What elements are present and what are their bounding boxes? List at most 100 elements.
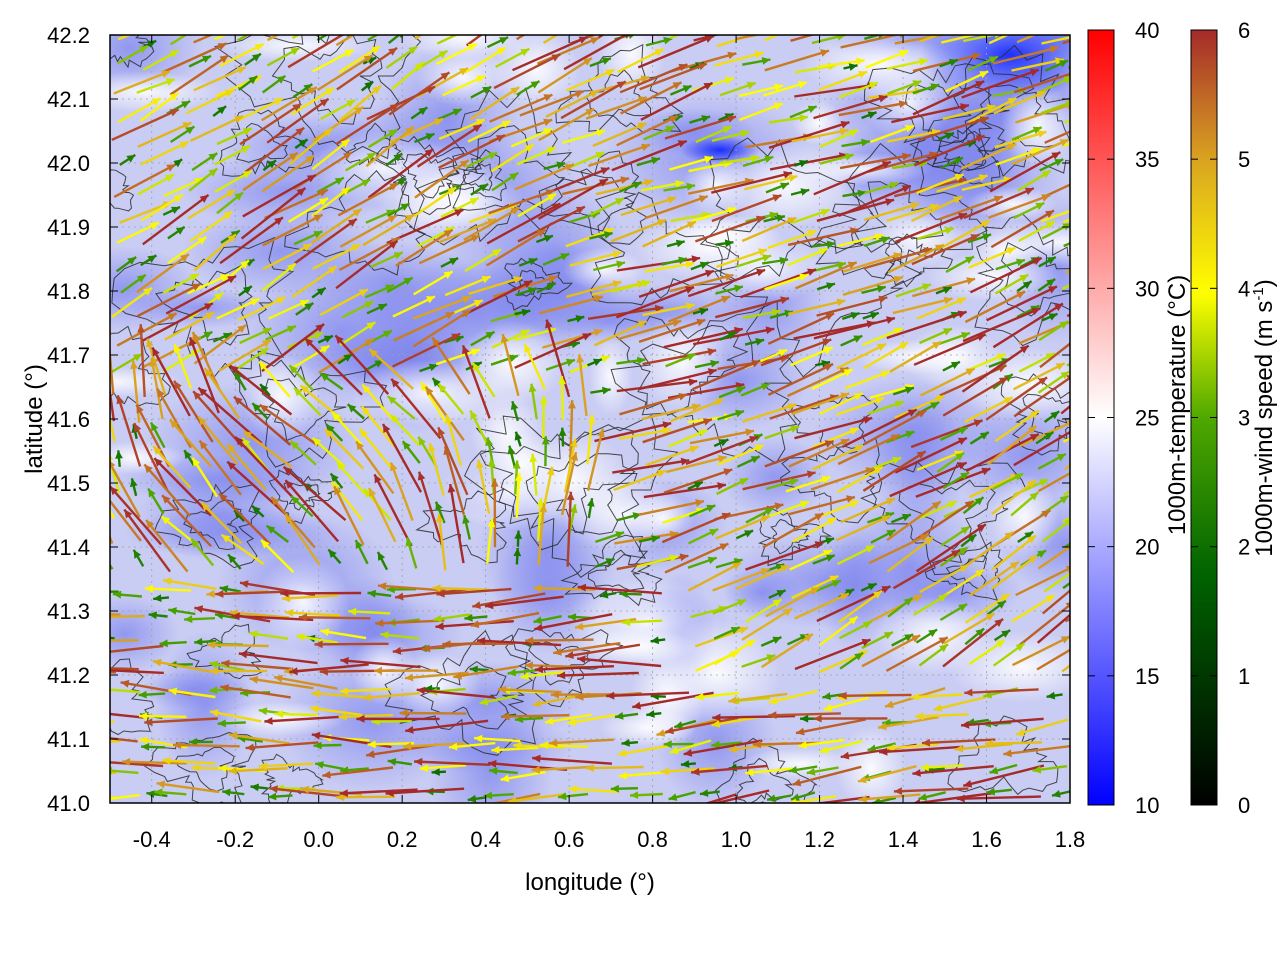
wind-vector-shaft [910, 693, 963, 699]
wind-vector-head [974, 497, 984, 506]
wind-vector-shaft [323, 428, 365, 470]
wind-vector-head [768, 711, 777, 719]
y-tick-label: 41.6 [47, 407, 90, 432]
wind-vector-shaft [538, 107, 595, 142]
wind-vector-shaft [842, 276, 904, 296]
wind-vector-head [482, 86, 492, 95]
wind-vector-head [933, 704, 943, 712]
wind-vector-head [532, 754, 541, 763]
wind-vector-shaft [1015, 566, 1070, 597]
wind-vector-shaft [964, 396, 1014, 424]
wind-vector-head [1065, 17, 1074, 24]
wind-vector-head [699, 261, 709, 270]
wind-vector-shaft [615, 285, 695, 319]
wind-vector-head [250, 298, 260, 306]
wind-vector-shaft [417, 471, 444, 546]
wind-vector-head [241, 145, 251, 154]
terrain-contour [415, 488, 507, 564]
wind-vector-head [995, 640, 1005, 648]
wind-vector-head [205, 312, 215, 320]
wind-vector-head [644, 178, 654, 187]
wind-vector-head [513, 741, 522, 750]
wind-vector-head [500, 774, 510, 783]
wind-vector-shaft [289, 663, 369, 674]
wind-vector-head [175, 226, 185, 235]
wind-vector-shaft [887, 243, 945, 274]
wind-vector-head [209, 660, 219, 669]
wind-vector-head [950, 361, 960, 369]
wind-vector-shaft [911, 233, 980, 266]
wind-vector-head [762, 254, 772, 262]
wind-vector-head [939, 644, 948, 653]
wind-vector-head [361, 179, 371, 187]
terrain-contour [863, 63, 1035, 175]
wind-vector-head [375, 619, 384, 628]
wind-vector-shaft [189, 210, 233, 243]
wind-vector-head [1001, 630, 1011, 638]
wind-vector-head [144, 584, 154, 593]
x-tick-label: -0.4 [133, 827, 171, 852]
wind-vector-head [678, 63, 688, 72]
wind-vector-head [641, 143, 650, 152]
wind-vector-head [1032, 257, 1042, 265]
wind-vector-shaft [311, 105, 365, 143]
wind-vector-head [617, 749, 627, 757]
wind-vector-head [1041, 194, 1051, 202]
wind-vector-head [699, 789, 709, 797]
wind-vector-head [596, 129, 606, 137]
wind-vector-head [918, 793, 928, 801]
wind-vector-shaft [768, 689, 818, 704]
wind-vector-shaft [1016, 35, 1038, 44]
wind-vector-shaft [110, 644, 164, 653]
wind-vector-shaft [164, 311, 215, 341]
wind-vector-shaft [836, 342, 887, 370]
wind-vector-shaft [889, 340, 942, 373]
warm-patch [681, 155, 752, 216]
wind-vector-head [975, 628, 985, 637]
wind-vector-shaft [577, 585, 662, 595]
wind-vector-head [605, 558, 615, 566]
wind-vector-head [873, 466, 883, 475]
wind-vector-shaft [938, 195, 1004, 221]
wind-vector-head [491, 745, 500, 754]
wind-vector-head [442, 640, 451, 648]
wind-vector-shaft [760, 632, 814, 669]
wind-vector-shaft [941, 568, 985, 599]
wind-vector-head [219, 493, 228, 502]
wind-vector-head [1054, 159, 1064, 167]
wind-vector-head [217, 719, 226, 728]
wind-vector-shaft [641, 404, 701, 421]
wind-vector-head [682, 85, 692, 93]
wind-vector-head [206, 590, 215, 598]
wind-vector-shaft [140, 140, 190, 166]
wind-vector-head [116, 395, 124, 405]
wind-vector-shaft [687, 268, 766, 298]
wind-vector-head [146, 520, 155, 529]
wind-vector-head [219, 55, 229, 64]
wind-vector-head [632, 181, 642, 189]
wind-label-end: ) [1251, 279, 1278, 287]
wind-vector-shaft [637, 35, 715, 69]
wind-vector-head [821, 360, 831, 368]
wind-vector-shaft [545, 89, 600, 118]
wind-vector-shaft [1015, 718, 1069, 736]
wind-vector-shaft [687, 561, 742, 592]
wind-vector-head [328, 549, 337, 559]
wind-vector-head [654, 304, 664, 313]
wind-vector-shaft [644, 262, 695, 273]
wind-vector-head [405, 126, 414, 135]
wind-vector-head [878, 722, 887, 731]
wind-vector-shaft [910, 419, 984, 449]
wind-vector-head [267, 160, 276, 169]
wind-vector-head [862, 621, 872, 629]
wind-vector-shaft [840, 497, 896, 524]
wind-vector-head [100, 634, 108, 642]
wind-vector-head [296, 188, 306, 197]
wind-vector-head [988, 56, 998, 64]
wind-vector-head [589, 90, 599, 98]
wind-vector-head [954, 744, 964, 753]
wind-vector-head [1050, 411, 1060, 420]
wind-vector-head [90, 649, 99, 657]
wind-vector-head [476, 75, 486, 83]
wind-vector-head [389, 103, 399, 112]
